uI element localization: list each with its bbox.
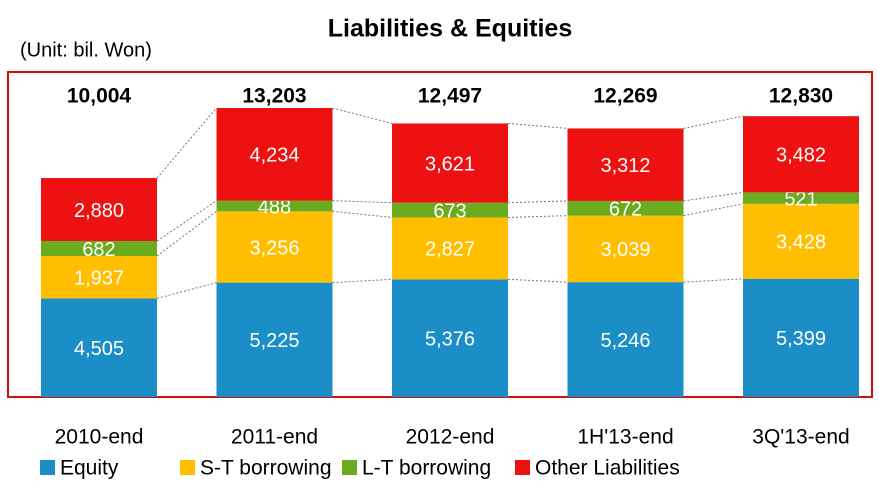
connector xyxy=(332,278,393,284)
value-label: 5,246 xyxy=(600,330,650,352)
value-label: 673 xyxy=(433,200,466,222)
x-tick-label: 2011-end xyxy=(231,426,318,449)
connector xyxy=(683,115,744,129)
bar-segment xyxy=(392,123,508,203)
connector xyxy=(683,191,744,202)
value-label: 1,937 xyxy=(74,267,124,289)
connector xyxy=(332,107,393,124)
chart-title: Liabilities & Equities xyxy=(328,15,573,43)
value-label: 521 xyxy=(784,188,817,210)
x-tick-label: 2012-end xyxy=(406,426,495,449)
bar-segment xyxy=(41,298,157,397)
bar-segment xyxy=(216,200,333,212)
connector xyxy=(332,210,393,218)
bar-segment xyxy=(41,241,157,256)
legend-swatch xyxy=(40,460,55,475)
connector xyxy=(156,210,217,257)
connector xyxy=(507,215,568,218)
value-label: 4,234 xyxy=(249,145,299,167)
value-label: 682 xyxy=(82,239,115,261)
x-tick-label: 3Q'13-end xyxy=(752,426,849,449)
total-label: 10,004 xyxy=(67,85,132,108)
bar-segment xyxy=(743,278,859,397)
legend-label: L-T borrowing xyxy=(362,457,491,480)
legend-label: Equity xyxy=(60,457,119,480)
connector xyxy=(156,282,217,299)
value-label: 3,482 xyxy=(776,145,826,167)
connector xyxy=(683,278,744,283)
value-label: 5,225 xyxy=(249,330,299,352)
bar-segment xyxy=(392,217,508,280)
total-label: 12,830 xyxy=(769,85,833,108)
value-label: 3,621 xyxy=(425,153,475,175)
bar-segment xyxy=(743,203,859,279)
connector xyxy=(507,122,568,129)
total-label: 13,203 xyxy=(242,85,306,108)
bar-segment xyxy=(216,211,333,283)
value-label: 4,505 xyxy=(74,338,124,360)
bar-segment xyxy=(392,202,508,218)
connector xyxy=(507,200,568,204)
bar-segment xyxy=(392,279,508,397)
total-label: 12,497 xyxy=(418,85,482,108)
bar-segment xyxy=(41,255,157,299)
bar-segment xyxy=(567,128,684,201)
total-label: 12,269 xyxy=(593,85,657,108)
value-label: 488 xyxy=(258,196,291,218)
value-label: 2,880 xyxy=(74,200,124,222)
connector xyxy=(156,200,217,242)
value-label: 3,039 xyxy=(600,239,650,261)
connector xyxy=(507,278,568,283)
connector xyxy=(332,200,393,204)
bar-segment xyxy=(216,108,333,201)
value-label: 3,312 xyxy=(600,155,650,177)
value-label: 3,256 xyxy=(249,237,299,259)
value-label: 5,399 xyxy=(776,328,826,350)
bar-segment xyxy=(567,282,684,397)
value-label: 2,827 xyxy=(425,239,475,261)
legend-label: S-T borrowing xyxy=(200,457,332,480)
x-tick-label: 1H'13-end xyxy=(577,426,673,449)
unit-note: (Unit: bil. Won) xyxy=(20,39,152,61)
legend-swatch xyxy=(342,460,357,475)
legend-swatch xyxy=(515,460,530,475)
legend-swatch xyxy=(180,460,195,475)
connector xyxy=(156,107,217,179)
bar-segment xyxy=(216,282,333,397)
value-label: 672 xyxy=(609,199,642,221)
bar-segment xyxy=(567,200,684,216)
connector xyxy=(683,203,744,217)
bar-segment xyxy=(743,116,859,193)
bar-segment xyxy=(567,215,684,283)
bar-segment xyxy=(41,178,157,242)
bar-segment xyxy=(743,192,859,204)
legend-label: Other Liabilities xyxy=(535,457,680,480)
value-label: 3,428 xyxy=(776,232,826,254)
value-label: 5,376 xyxy=(425,328,475,350)
x-tick-label: 2010-end xyxy=(55,426,144,449)
